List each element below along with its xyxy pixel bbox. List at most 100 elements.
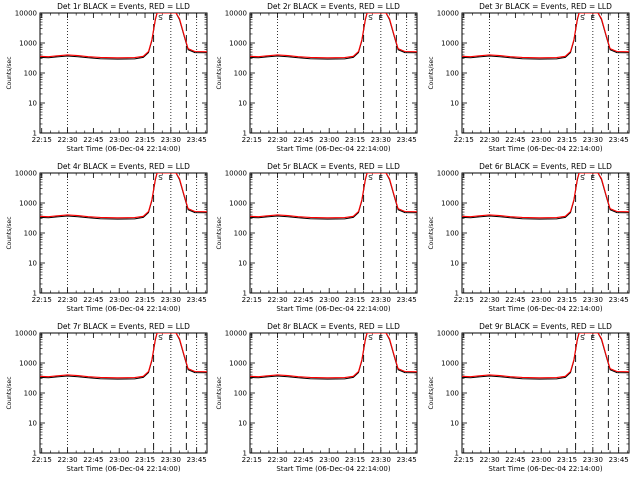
det5r-events-series xyxy=(250,173,417,220)
det7r-x-tick-label: 22:15 xyxy=(32,456,52,464)
det2r-y-tick-label: 100 xyxy=(234,70,247,78)
det9r-s-marker: S xyxy=(580,334,585,342)
det9r-title: Det 9r BLACK = Events, RED = LLD xyxy=(479,322,612,331)
det5r-y-axis-label: Counts/sec xyxy=(216,216,223,249)
det5r-x-tick-label: 22:45 xyxy=(293,296,313,304)
det6r-x-tick-label: 23:15 xyxy=(557,296,577,304)
det3r-y-tick-label: 100 xyxy=(446,70,459,78)
det7r-y-tick-label: 10000 xyxy=(15,330,37,338)
det2r-x-tick-label: 22:45 xyxy=(293,136,313,144)
det3r-y-axis-label: Counts/sec xyxy=(428,56,435,89)
det2r-x-tick-label: 23:00 xyxy=(319,136,339,144)
det7r-y-axis-label: Counts/sec xyxy=(6,376,13,409)
det2r-x-tick-label: 23:15 xyxy=(345,136,365,144)
det4r-x-tick-label: 23:30 xyxy=(161,296,181,304)
det6r-y-tick-label: 10000 xyxy=(437,170,459,178)
det3r-y-tick-label: 1000 xyxy=(441,40,459,48)
det4r-x-tick-label: 22:15 xyxy=(32,296,52,304)
det5r-y-tick-label: 10000 xyxy=(225,170,247,178)
det1r-x-axis-label: Start Time (06-Dec-04 22:14:00) xyxy=(66,145,180,153)
det3r-x-tick-label: 22:30 xyxy=(479,136,499,144)
det1r-x-tick-label: 23:45 xyxy=(187,136,207,144)
det6r-x-tick-label: 22:15 xyxy=(454,296,474,304)
det4r-x-axis-label: Start Time (06-Dec-04 22:14:00) xyxy=(66,305,180,313)
det3r-x-tick-label: 23:00 xyxy=(531,136,551,144)
det5r-lld-series xyxy=(250,173,417,219)
det1r-y-tick-label: 1000 xyxy=(19,40,37,48)
det2r-y-tick-label: 10000 xyxy=(225,10,247,18)
det4r-s-marker: S xyxy=(158,174,163,182)
det3r-title: Det 3r BLACK = Events, RED = LLD xyxy=(479,2,612,11)
det1r-axes-frame xyxy=(39,12,208,134)
det2r-axes-frame xyxy=(249,12,418,134)
det2r-s-marker: S xyxy=(368,14,373,22)
det8r-y-tick-label: 1000 xyxy=(229,360,247,368)
det8r-y-tick-label: 100 xyxy=(234,390,247,398)
det9r-x-tick-label: 23:00 xyxy=(531,456,551,464)
det7r-x-tick-label: 23:00 xyxy=(109,456,129,464)
det3r-lld-series xyxy=(462,13,629,59)
det6r-lld-series xyxy=(462,173,629,219)
det2r-lld-series xyxy=(250,13,417,59)
det7r-lld-series xyxy=(40,333,207,379)
det1r-events-series xyxy=(40,13,207,60)
det5r-s-marker: S xyxy=(368,174,373,182)
det6r-x-tick-label: 22:45 xyxy=(505,296,525,304)
det7r-title: Det 7r BLACK = Events, RED = LLD xyxy=(57,322,190,331)
det1r-x-tick-label: 22:30 xyxy=(57,136,77,144)
det2r-x-tick-label: 22:15 xyxy=(242,136,262,144)
det5r-x-tick-label: 22:15 xyxy=(242,296,262,304)
det7r-x-tick-label: 22:45 xyxy=(83,456,103,464)
det7r-axes-frame xyxy=(39,332,208,454)
det4r-events-series xyxy=(40,173,207,220)
det5r-y-tick-label: 100 xyxy=(234,230,247,238)
det3r-s-marker: S xyxy=(580,14,585,22)
det2r-y-tick-label: 10 xyxy=(238,100,247,108)
det9r-x-axis-label: Start Time (06-Dec-04 22:14:00) xyxy=(488,465,602,473)
det2r-x-tick-label: 23:45 xyxy=(397,136,417,144)
det9r-x-tick-label: 23:45 xyxy=(609,456,629,464)
det5r-y-tick-label: 1 xyxy=(243,290,247,298)
det8r-title: Det 8r BLACK = Events, RED = LLD xyxy=(267,322,400,331)
det1r-x-tick-label: 23:30 xyxy=(161,136,181,144)
det4r-x-tick-label: 22:45 xyxy=(83,296,103,304)
det4r-y-tick-label: 10 xyxy=(28,260,37,268)
det2r-y-axis-label: Counts/sec xyxy=(216,56,223,89)
det3r-y-tick-label: 1 xyxy=(455,130,459,138)
det9r-y-tick-label: 1000 xyxy=(441,360,459,368)
det7r-x-tick-label: 23:15 xyxy=(135,456,155,464)
det1r-s-marker: S xyxy=(158,14,163,22)
det6r-y-tick-label: 100 xyxy=(446,230,459,238)
det8r-x-axis-label: Start Time (06-Dec-04 22:14:00) xyxy=(276,465,390,473)
det4r-y-tick-label: 1000 xyxy=(19,200,37,208)
det9r-x-tick-label: 22:45 xyxy=(505,456,525,464)
det6r-title: Det 6r BLACK = Events, RED = LLD xyxy=(479,162,612,171)
det9r-axes-frame xyxy=(461,332,630,454)
det3r-x-tick-label: 22:45 xyxy=(505,136,525,144)
det4r-x-tick-label: 23:45 xyxy=(187,296,207,304)
det2r-y-tick-label: 1 xyxy=(243,130,247,138)
det7r-x-tick-label: 23:45 xyxy=(187,456,207,464)
det3r-x-tick-label: 22:15 xyxy=(454,136,474,144)
det4r-y-tick-label: 10000 xyxy=(15,170,37,178)
det2r-x-tick-label: 23:30 xyxy=(371,136,391,144)
det9r-y-tick-label: 100 xyxy=(446,390,459,398)
det5r-x-tick-label: 22:30 xyxy=(267,296,287,304)
det7r-y-tick-label: 100 xyxy=(24,390,37,398)
det8r-x-tick-label: 23:00 xyxy=(319,456,339,464)
det1r-y-tick-label: 10 xyxy=(28,100,37,108)
det3r-x-tick-label: 23:45 xyxy=(609,136,629,144)
det9r-y-tick-label: 10 xyxy=(450,420,459,428)
det6r-y-tick-label: 10 xyxy=(450,260,459,268)
det4r-lld-series xyxy=(40,173,207,219)
det7r-s-marker: S xyxy=(158,334,163,342)
det4r-axes-frame xyxy=(39,172,208,294)
det2r-events-series xyxy=(250,13,417,60)
det8r-x-tick-label: 23:30 xyxy=(371,456,391,464)
det6r-y-tick-label: 1 xyxy=(455,290,459,298)
det8r-x-tick-label: 23:15 xyxy=(345,456,365,464)
det9r-y-axis-label: Counts/sec xyxy=(428,376,435,409)
det8r-y-tick-label: 1 xyxy=(243,450,247,458)
det3r-x-tick-label: 23:15 xyxy=(557,136,577,144)
det9r-y-tick-label: 1 xyxy=(455,450,459,458)
